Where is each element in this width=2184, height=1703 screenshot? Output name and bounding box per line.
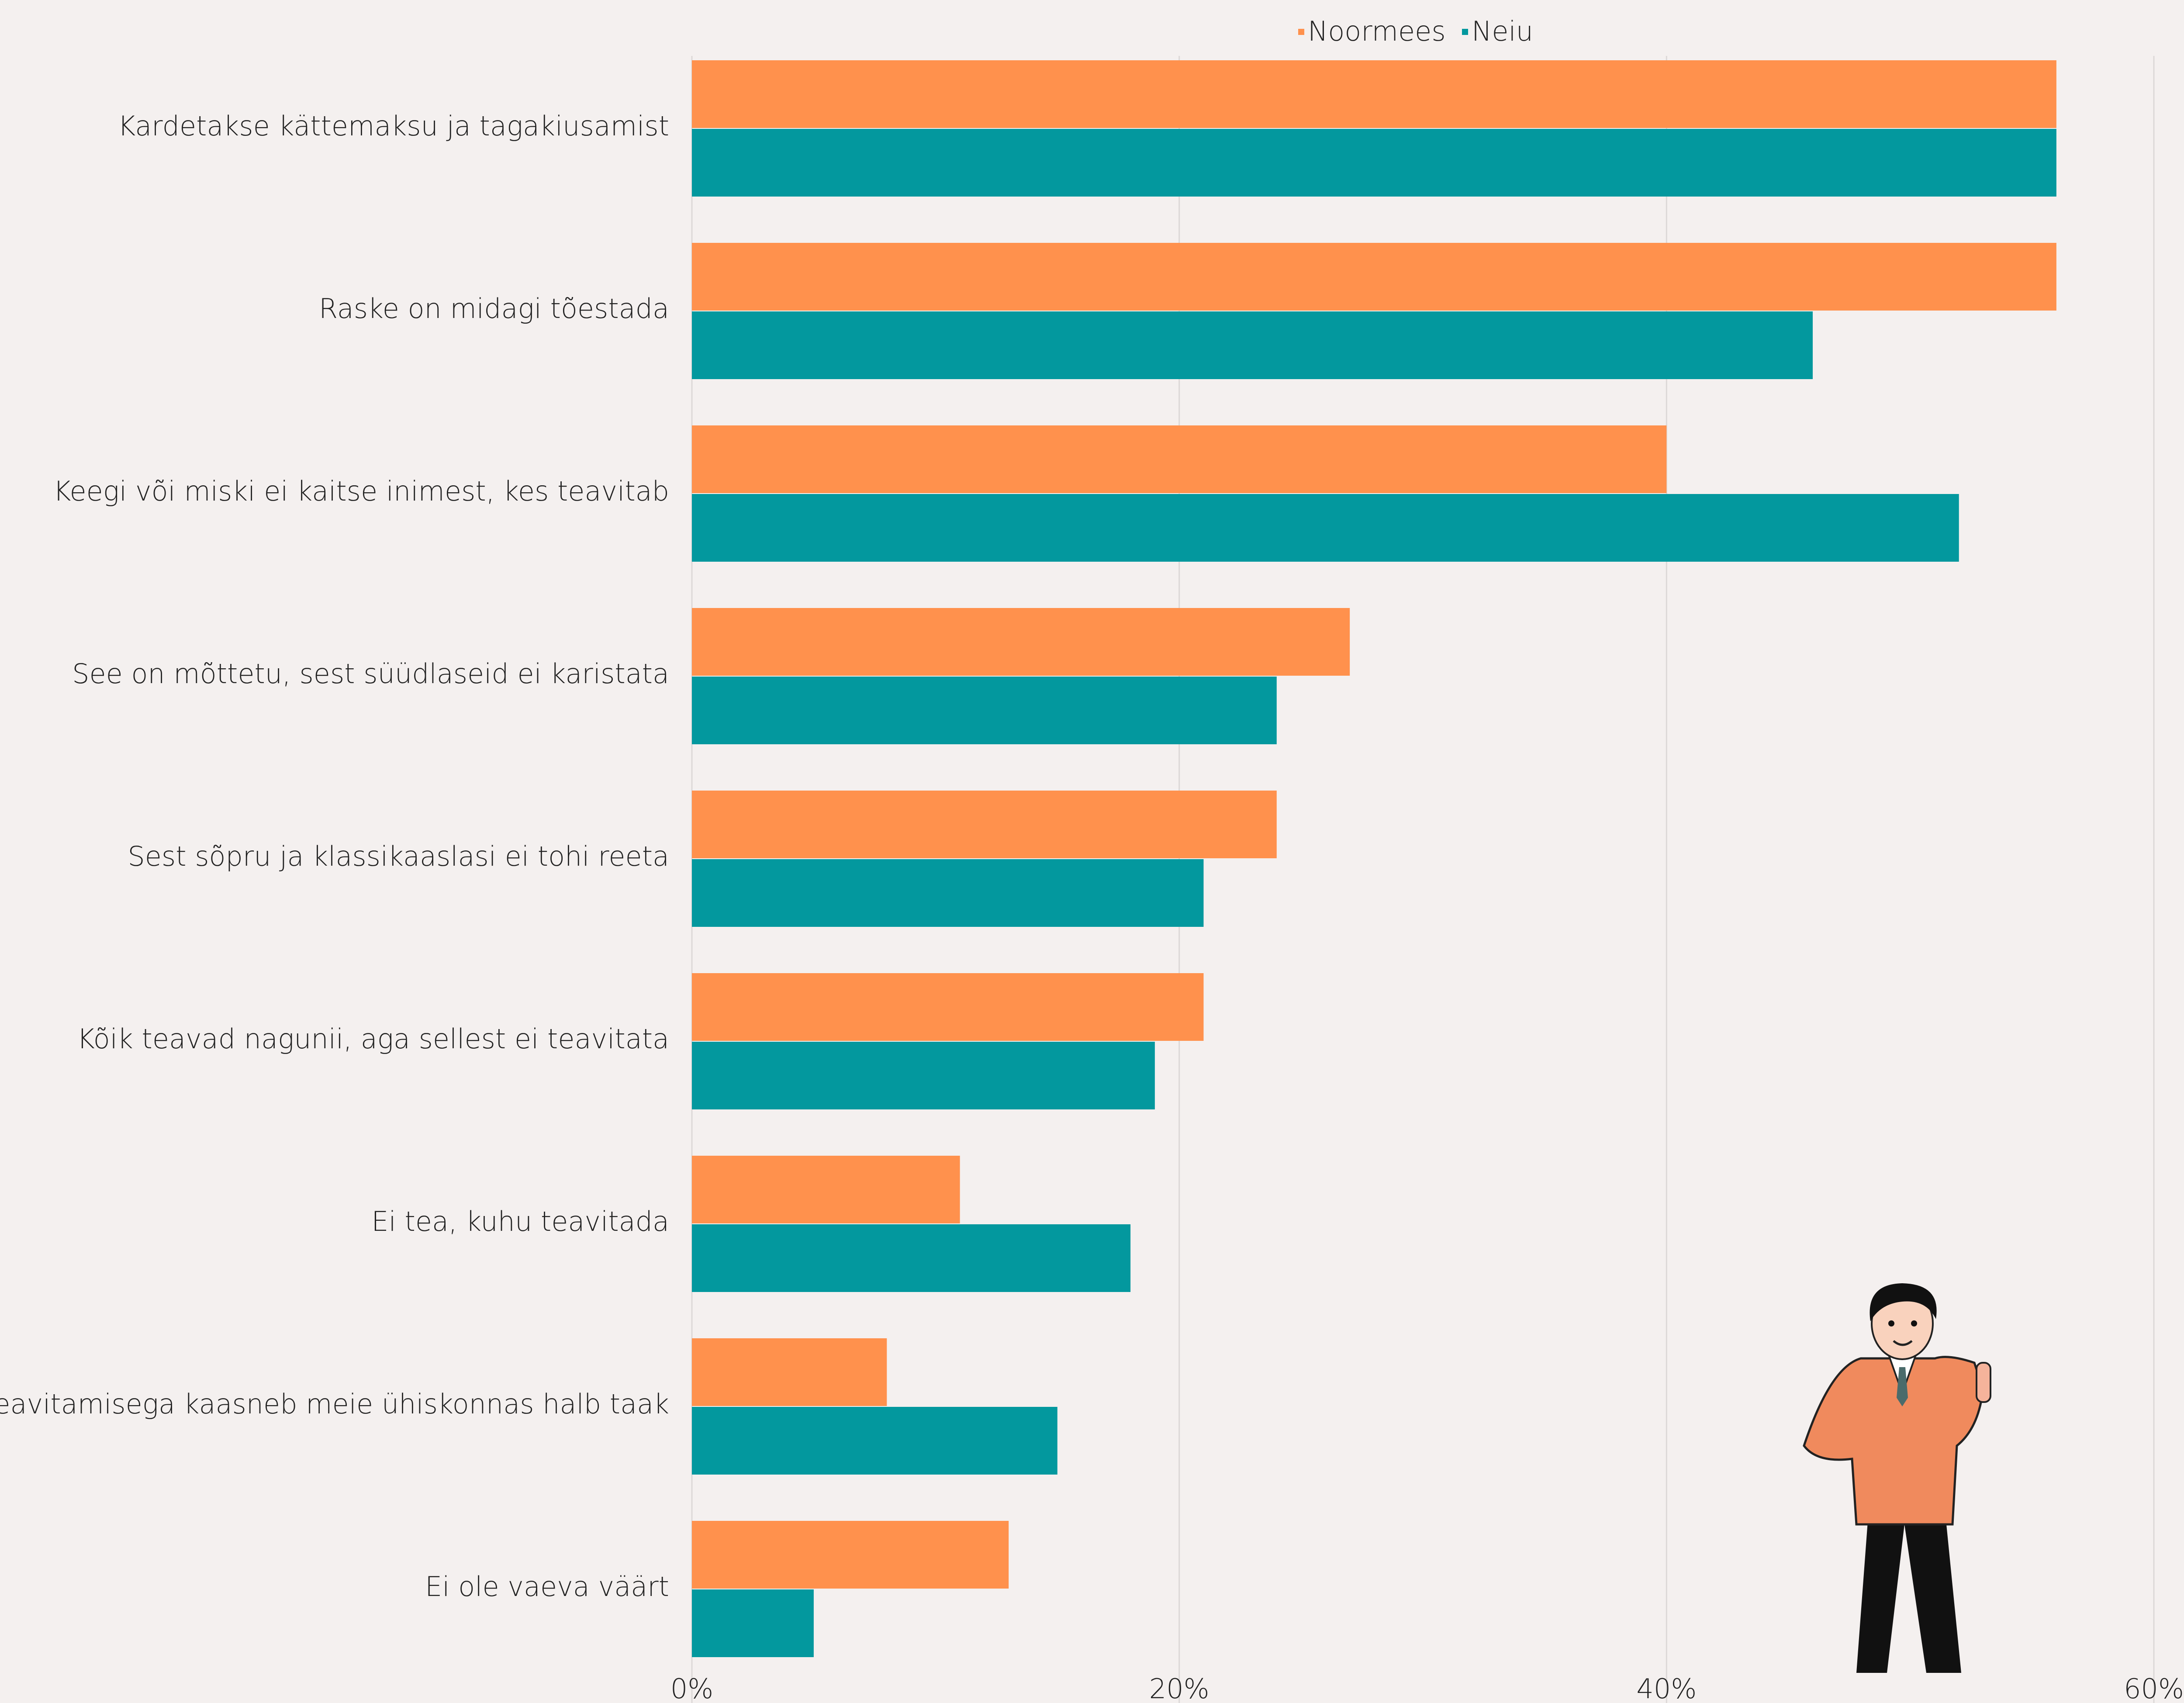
legend-swatch — [1298, 29, 1304, 35]
bar — [692, 311, 1813, 379]
x-tick-label: 40% — [1636, 1673, 1697, 1703]
x-tick-label: 20% — [1149, 1673, 1209, 1703]
bar — [692, 243, 2056, 311]
y-tick-label: Kõik teavad nagunii, aga sellest ei teav… — [77, 1023, 669, 1055]
x-tick-label: 60% — [2124, 1673, 2184, 1703]
bar — [692, 1338, 887, 1406]
bar — [692, 1589, 814, 1657]
legend-label: Neiu — [1472, 15, 1533, 47]
y-tick-label: Ei tea, kuhu teavitada — [371, 1206, 669, 1237]
bar — [692, 494, 1959, 562]
bar — [692, 608, 1350, 676]
bar — [692, 425, 1666, 493]
y-tick-label: Keegi või miski ei kaitse inimest, kes t… — [53, 475, 669, 507]
bar — [692, 1407, 1057, 1475]
bar — [692, 677, 1277, 744]
bar — [692, 129, 2056, 197]
bar — [692, 859, 1203, 927]
legend-swatch — [1462, 29, 1468, 35]
bar — [692, 60, 2056, 128]
y-tick-label: Kardetakse kättemaksu ja tagakiusamist — [118, 110, 669, 142]
bar — [692, 973, 1203, 1041]
bar — [692, 1521, 1009, 1589]
y-tick-label: Ei ole vaeva väärt — [425, 1571, 669, 1603]
bar — [692, 1156, 960, 1223]
y-tick-label: See on mõttetu, sest süüdlaseid ei karis… — [72, 658, 669, 690]
x-tick-label: 0% — [670, 1673, 713, 1703]
y-tick-label: Raske on midagi tõestada — [319, 293, 669, 325]
legend-label: Noormees — [1308, 15, 1446, 47]
bar — [692, 1224, 1130, 1292]
bar — [692, 1042, 1155, 1109]
bar — [692, 791, 1277, 858]
y-tick-label: Sest sõpru ja klassikaaslasi ei tohi ree… — [128, 840, 669, 872]
chart: 0% 20% 40% 60% Kardetakse kättemaksu ja taga… — [0, 0, 2184, 1703]
y-tick-label: Teavitamisega kaasneb meie ühiskonnas ha… — [0, 1388, 669, 1420]
